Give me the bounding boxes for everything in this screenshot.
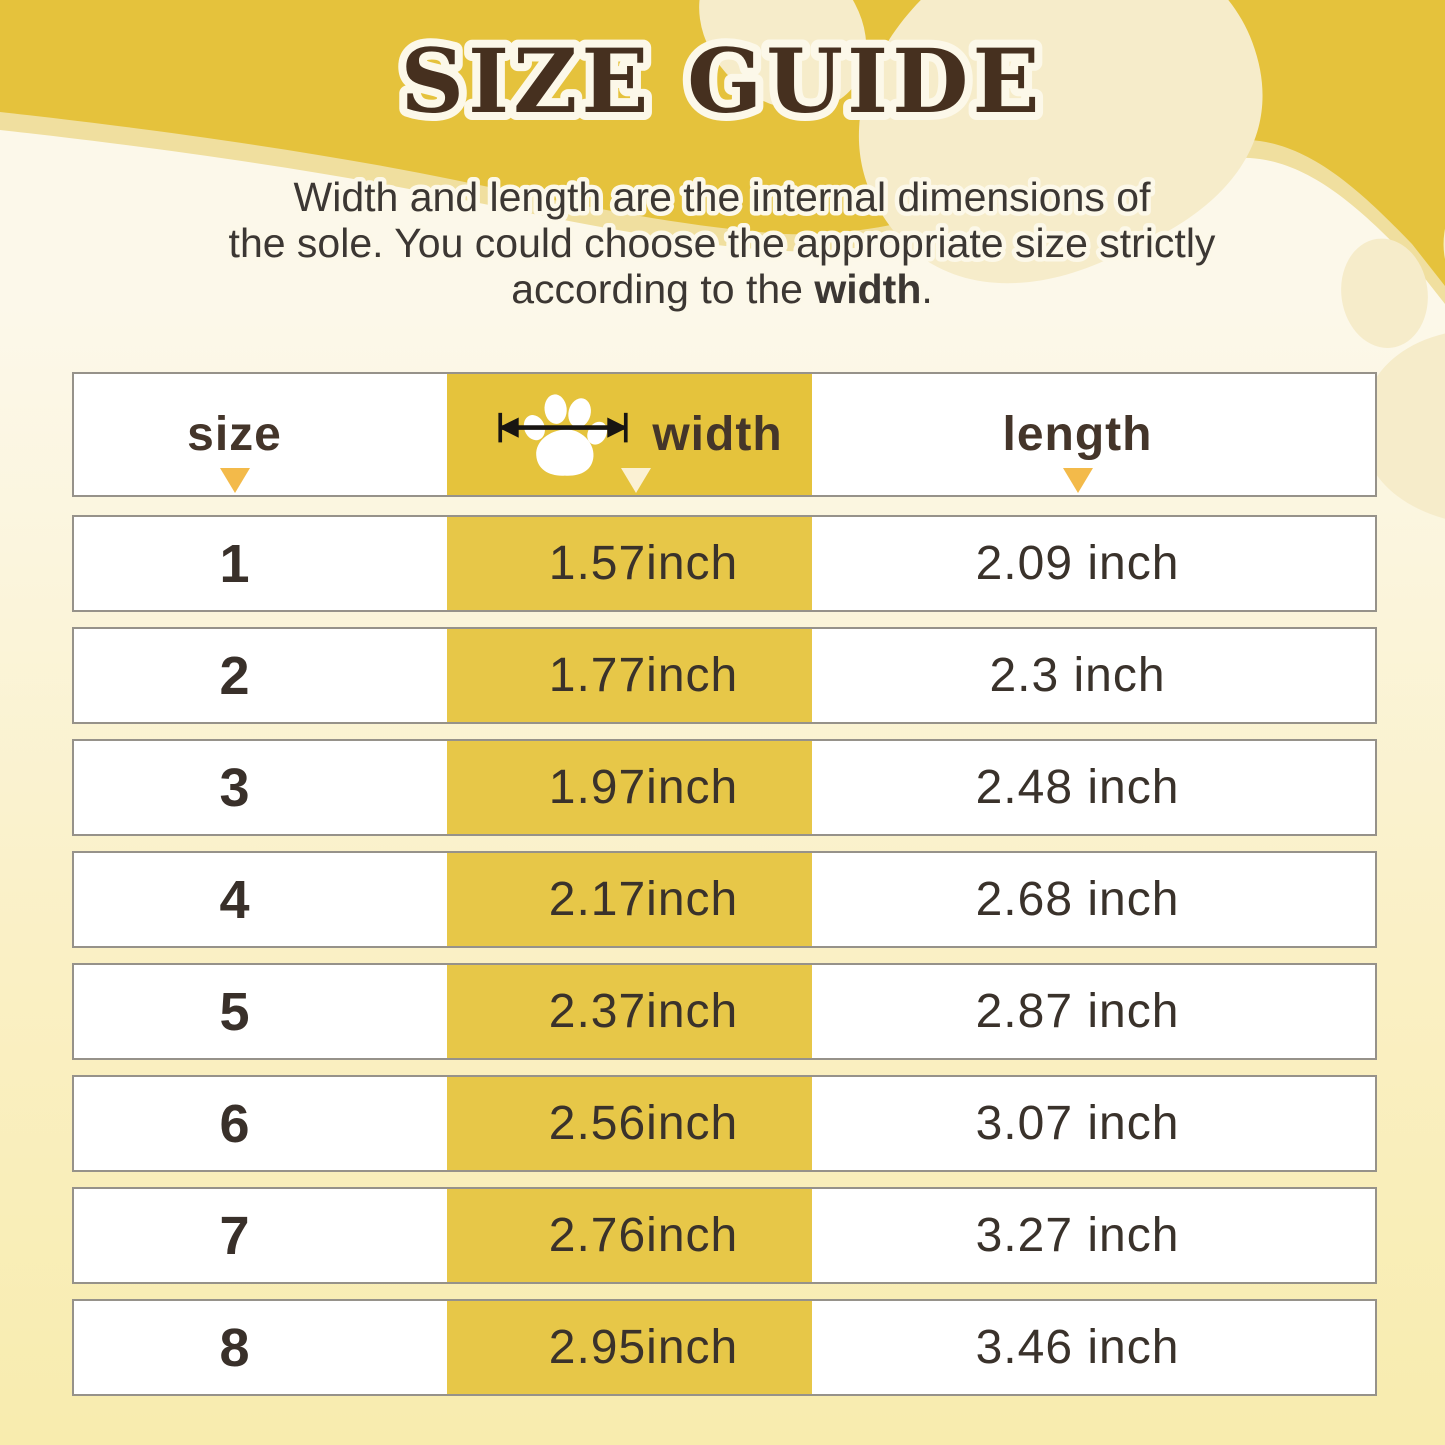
table-row: 6 2.56inch 3.07 inch — [72, 1075, 1377, 1172]
table-row: 4 2.17inch 2.68 inch — [72, 851, 1377, 948]
length-value: 2.68 inch — [975, 873, 1180, 926]
width-value: 2.76inch — [548, 1209, 739, 1262]
table-row: 1 1.57inch 2.09 inch — [72, 515, 1377, 612]
width-value: 2.95inch — [548, 1321, 739, 1374]
size-value: 5 — [219, 981, 250, 1042]
width-value: 2.17inch — [548, 873, 739, 926]
table-row: 5 2.37inch 2.87 inch — [72, 963, 1377, 1060]
width-value: 1.97inch — [548, 761, 739, 814]
column-pointer-icon — [620, 468, 651, 493]
width-value: 1.77inch — [548, 649, 739, 702]
length-value: 2.87 inch — [975, 985, 1180, 1038]
length-value: 2.48 inch — [975, 761, 1180, 814]
width-measure-paw-icon — [498, 392, 628, 476]
header-cell-length: length — [812, 374, 1375, 495]
length-value: 3.46 inch — [975, 1321, 1180, 1374]
width-value: 2.37inch — [548, 985, 739, 1038]
column-pointer-icon — [1062, 468, 1093, 493]
table-row: 7 2.76inch 3.27 inch — [72, 1187, 1377, 1284]
column-label-width: width — [652, 408, 783, 461]
table-row: 8 2.95inch 3.46 inch — [72, 1299, 1377, 1396]
size-table: size width length — [72, 372, 1377, 1396]
size-value: 1 — [219, 533, 250, 594]
column-label-length: length — [1002, 408, 1153, 461]
column-pointer-icon — [219, 468, 250, 493]
size-value: 3 — [219, 757, 250, 818]
description-line-3: according to the width. — [511, 266, 933, 312]
page-title: SIZE GUIDE — [400, 29, 1043, 133]
description-line-1: Width and length are the internal dimens… — [294, 174, 1152, 220]
header-wave-background: SIZE GUIDE Width and length are the inte… — [0, 0, 1445, 560]
header-cell-width: width — [447, 374, 812, 495]
column-label-size: size — [187, 408, 282, 461]
table-header-row: size width length — [72, 372, 1377, 497]
width-header-group: width — [488, 387, 782, 483]
header-cell-size: size — [74, 374, 447, 495]
size-value: 8 — [219, 1317, 250, 1378]
width-value: 2.56inch — [548, 1097, 739, 1150]
length-value: 3.27 inch — [975, 1209, 1180, 1262]
description-line-2: the sole. You could choose the appropria… — [229, 220, 1216, 266]
length-value: 2.3 inch — [989, 649, 1166, 702]
size-value: 4 — [219, 869, 250, 930]
width-value: 1.57inch — [548, 537, 739, 590]
size-value: 6 — [219, 1093, 250, 1154]
size-value: 2 — [219, 645, 250, 706]
size-value: 7 — [219, 1205, 250, 1266]
table-row: 2 1.77inch 2.3 inch — [72, 627, 1377, 724]
table-row: 3 1.97inch 2.48 inch — [72, 739, 1377, 836]
length-value: 2.09 inch — [975, 537, 1180, 590]
length-value: 3.07 inch — [975, 1097, 1180, 1150]
